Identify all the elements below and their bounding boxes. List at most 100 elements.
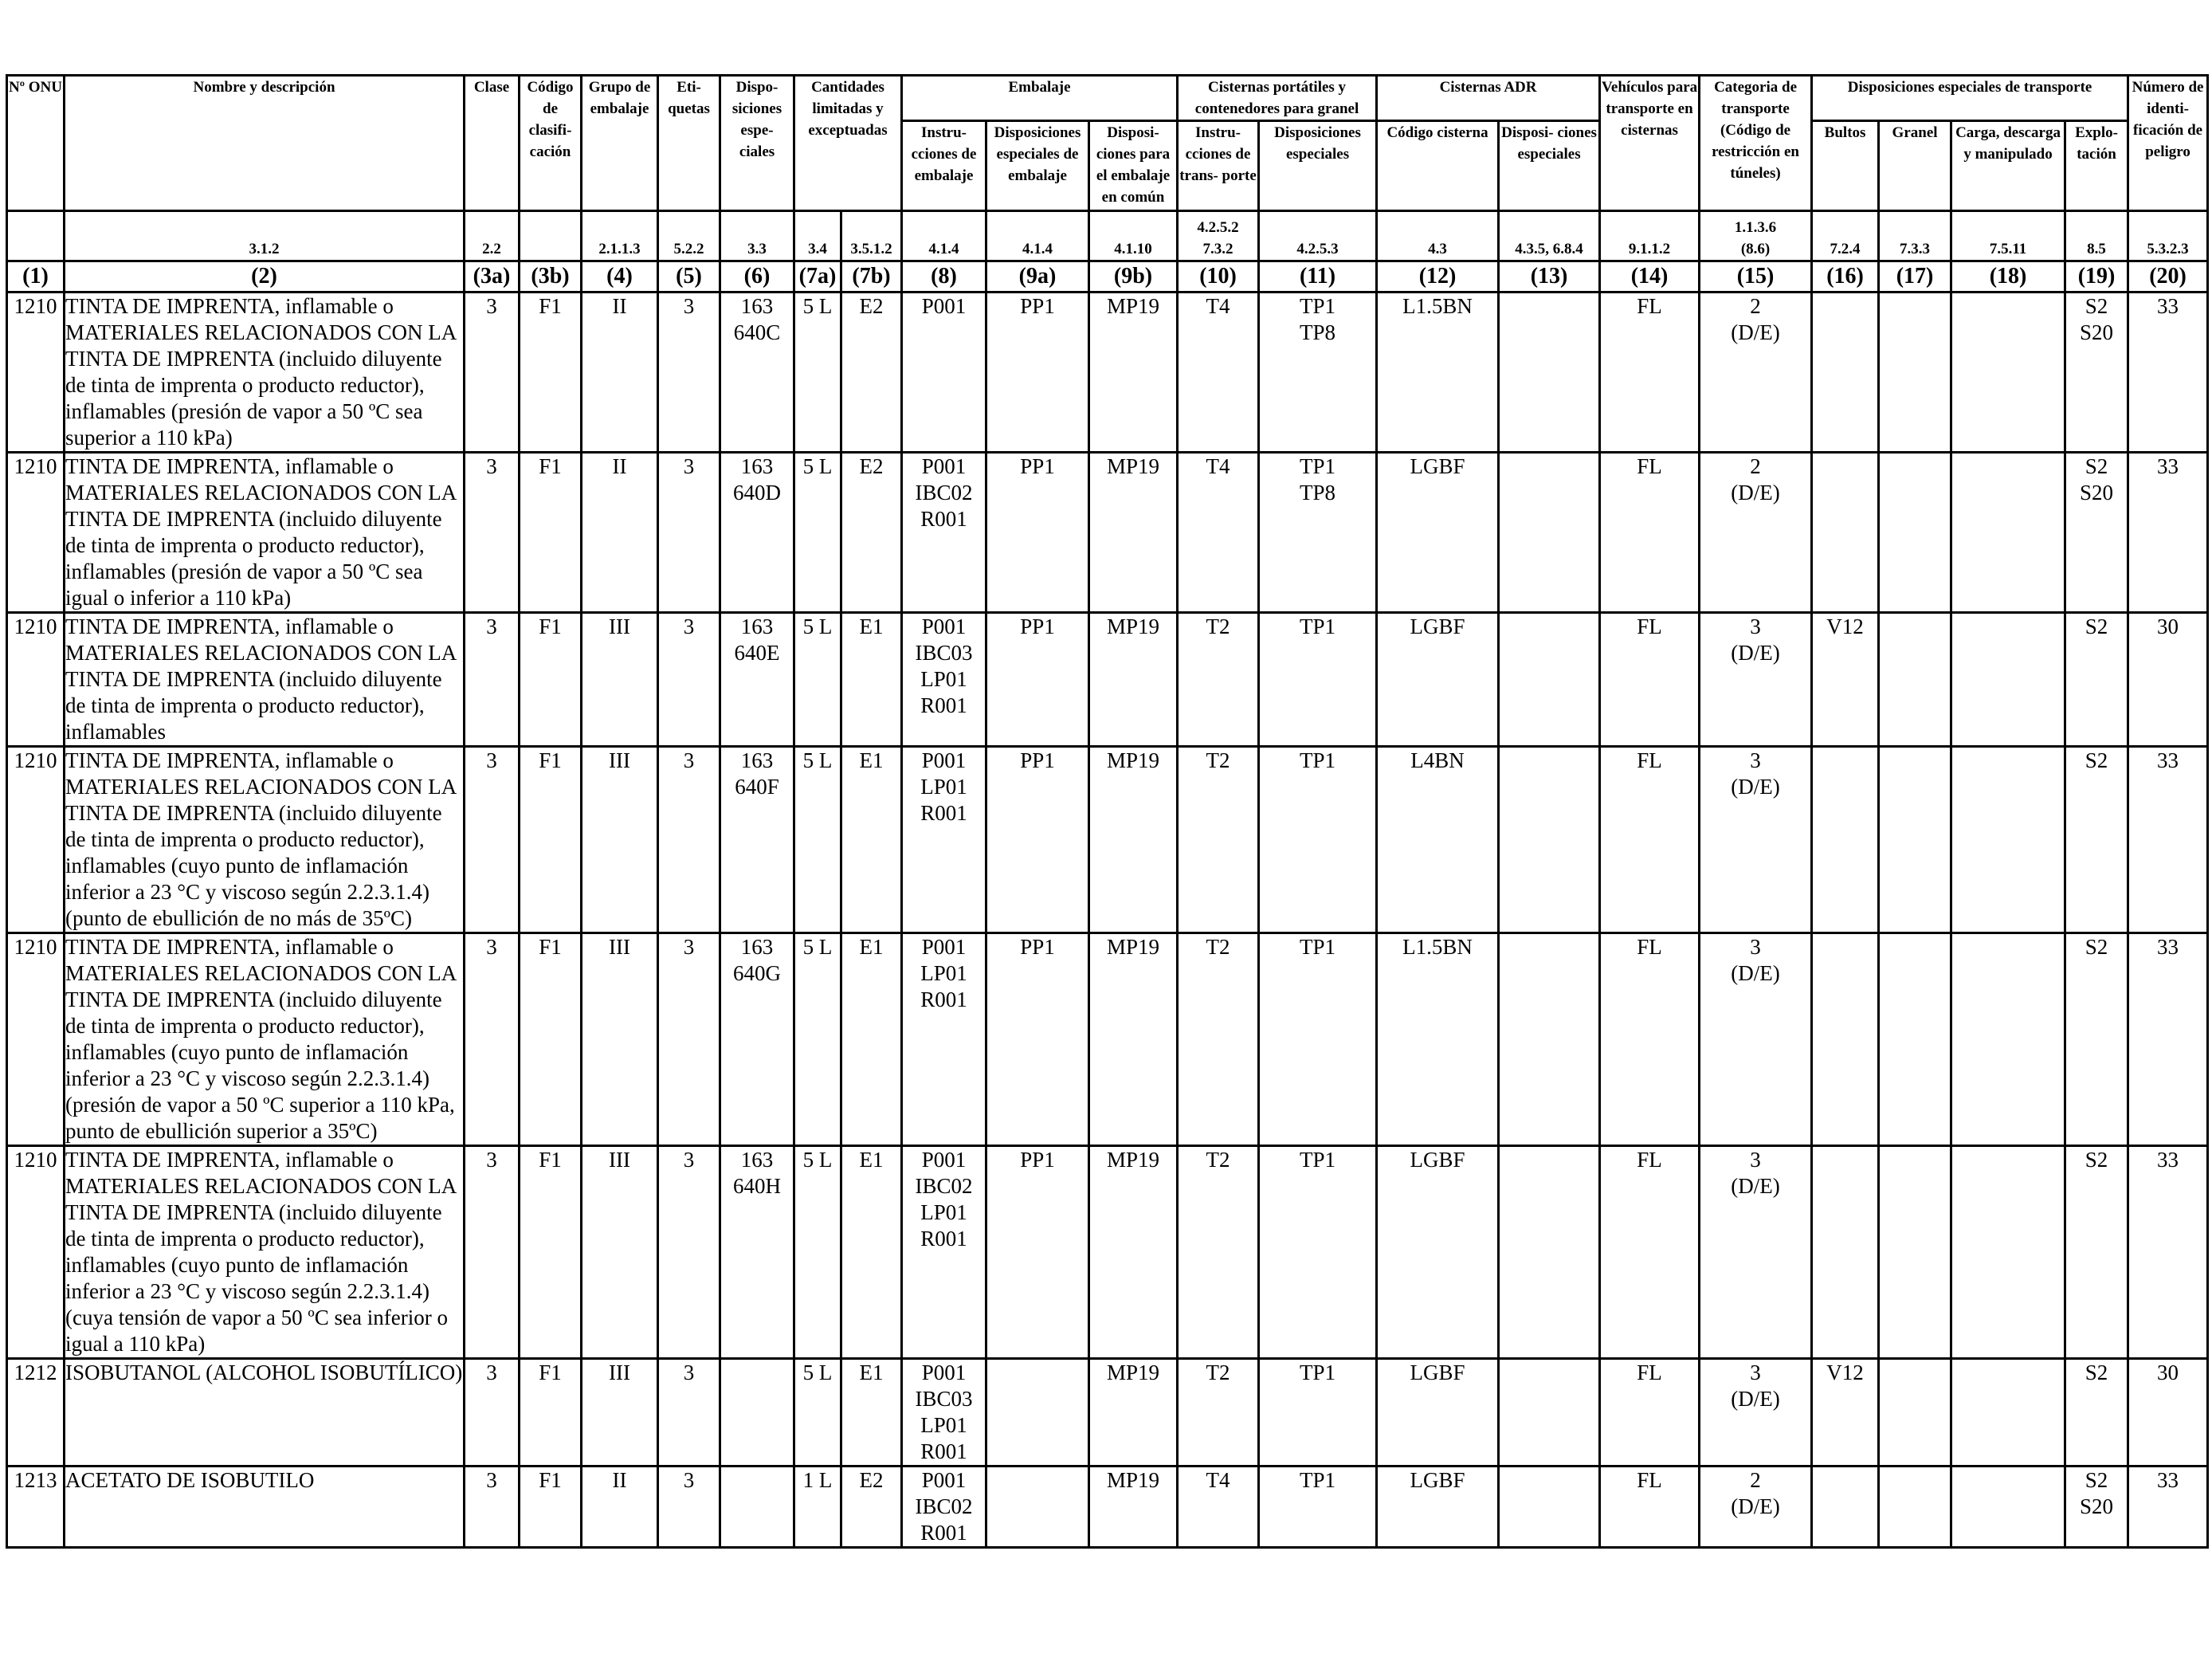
tank-code-cell: L1.5BN	[1375, 932, 1500, 1147]
special-packages-cell	[1810, 451, 1881, 614]
class-cell: 3	[463, 1465, 520, 1549]
packing-instructions-cell: P001 IBC03 LP01 R001	[900, 611, 987, 748]
mixed-packing-cell: MP19	[1087, 1145, 1179, 1360]
column-number: (9b)	[1087, 260, 1179, 293]
reference-cell	[6, 210, 65, 262]
limited-quantity-cell: 5 L	[793, 932, 841, 1147]
class-cell: 3	[463, 451, 520, 614]
reference-cell: 1.1.3.6 (8.6)	[1698, 210, 1814, 262]
reference-cell: 5.3.2.3	[2127, 210, 2210, 262]
reference-cell: 4.2.5.3	[1257, 210, 1379, 262]
special-provisions-cell: 163 640H	[719, 1145, 795, 1360]
portable-tank-instructions-cell: T4	[1176, 451, 1261, 614]
packing-group-cell: III	[580, 1145, 659, 1360]
substance-name-cell: TINTA DE IMPRENTA, inflamable o MATERIAL…	[63, 611, 465, 748]
column-number: (11)	[1257, 260, 1379, 293]
table-row: 1210 TINTA DE IMPRENTA, inflamable o MATE…	[6, 611, 2210, 748]
vehicle-cell: FL	[1598, 1357, 1701, 1467]
header-name: Nombre y descripción	[63, 74, 465, 212]
packing-special-provisions-cell: PP1	[985, 291, 1090, 454]
header-hazard-id: Número de identi- ficación de peligro	[2127, 74, 2210, 212]
header-mixed-packing: Disposi- ciones para el embalaje en comú…	[1087, 120, 1179, 212]
column-number: (18)	[1950, 260, 2067, 293]
mixed-packing-cell: MP19	[1087, 745, 1179, 934]
special-packages-cell	[1810, 932, 1881, 1147]
reference-cell: 4.1.4	[900, 210, 987, 262]
column-number: (3b)	[518, 260, 582, 293]
packing-special-provisions-cell: PP1	[985, 745, 1090, 934]
column-number: (10)	[1176, 260, 1261, 293]
tank-special-provisions-cell	[1497, 1145, 1602, 1360]
portable-tank-provisions-cell: TP1	[1257, 1145, 1379, 1360]
special-bulk-cell	[1877, 1465, 1953, 1549]
special-provisions-cell: 163 640D	[719, 451, 795, 614]
mixed-packing-cell: MP19	[1087, 291, 1179, 454]
portable-tank-provisions-cell: TP1 TP8	[1257, 451, 1379, 614]
special-packages-cell	[1810, 1465, 1881, 1549]
portable-tank-instructions-cell: T2	[1176, 745, 1261, 934]
limited-quantity-cell: 1 L	[793, 1465, 841, 1549]
labels-cell: 3	[657, 611, 721, 748]
hazard-id-cell: 33	[2127, 1465, 2210, 1549]
header-packing-special: Disposiciones especiales de embalaje	[985, 120, 1090, 212]
special-bulk-cell	[1877, 932, 1953, 1147]
portable-tank-provisions-cell: TP1 TP8	[1257, 291, 1379, 454]
excepted-quantity-cell: E1	[840, 1145, 903, 1360]
header-transport-category: Categoria de transporte (Código de restr…	[1698, 74, 1814, 212]
tank-special-provisions-cell	[1497, 451, 1602, 614]
classification-code-cell: F1	[518, 611, 582, 748]
column-number: (20)	[2127, 260, 2210, 293]
header-vehicles: Vehículos para transporte en cisternas	[1598, 74, 1701, 212]
portable-tank-instructions-cell: T2	[1176, 1145, 1261, 1360]
tank-code-cell: L4BN	[1375, 745, 1500, 934]
substance-name-cell: TINTA DE IMPRENTA, inflamable o MATERIAL…	[63, 451, 465, 614]
vehicle-cell: FL	[1598, 1145, 1701, 1360]
labels-cell: 3	[657, 1465, 721, 1549]
substance-name-cell: TINTA DE IMPRENTA, inflamable o MATERIAL…	[63, 1145, 465, 1360]
packing-instructions-cell: P001 LP01 R001	[900, 932, 987, 1147]
hazard-id-cell: 30	[2127, 1357, 2210, 1467]
tank-special-provisions-cell	[1497, 291, 1602, 454]
reference-cell: 5.2.2	[657, 210, 721, 262]
table-row: 1210 TINTA DE IMPRENTA, inflamable o MATE…	[6, 932, 2210, 1147]
substance-name-cell: TINTA DE IMPRENTA, inflamable o MATERIAL…	[63, 932, 465, 1147]
special-loading-cell	[1950, 745, 2067, 934]
reference-cell: 4.3.5, 6.8.4	[1497, 210, 1602, 262]
column-number: (9a)	[985, 260, 1090, 293]
reference-cell: 7.5.11	[1950, 210, 2067, 262]
header-packing-instructions: Instru- cciones de embalaje	[900, 120, 987, 212]
special-loading-cell	[1950, 611, 2067, 748]
reference-cell: 4.1.4	[985, 210, 1090, 262]
header-portable-instructions: Instru- cciones de trans- porte	[1176, 120, 1261, 212]
column-number: (19)	[2064, 260, 2130, 293]
reference-cell: 3.4	[793, 210, 841, 262]
portable-tank-provisions-cell: TP1	[1257, 745, 1379, 934]
packing-group-cell: II	[580, 291, 659, 454]
labels-cell: 3	[657, 932, 721, 1147]
packing-special-provisions-cell: PP1	[985, 611, 1090, 748]
column-number: (15)	[1698, 260, 1814, 293]
substance-name-cell: TINTA DE IMPRENTA, inflamable o MATERIAL…	[63, 745, 465, 934]
mixed-packing-cell: MP19	[1087, 1357, 1179, 1467]
hazard-id-cell: 33	[2127, 932, 2210, 1147]
special-operation-cell: S2	[2064, 1357, 2130, 1467]
packing-special-provisions-cell	[985, 1465, 1090, 1549]
column-number: (1)	[6, 260, 65, 293]
special-operation-cell: S2	[2064, 745, 2130, 934]
column-number: (7b)	[840, 260, 903, 293]
table-row: 1210 TINTA DE IMPRENTA, inflamable o MATE…	[6, 451, 2210, 614]
header-portable-tanks: Cisternas portátiles y contenedores para…	[1176, 74, 1379, 122]
column-number: (8)	[900, 260, 987, 293]
column-number: (13)	[1497, 260, 1602, 293]
packing-group-cell: III	[580, 932, 659, 1147]
un-number-cell: 1210	[6, 451, 65, 614]
header-portable-special: Disposiciones especiales	[1257, 120, 1379, 212]
header-packaging: Embalaje	[900, 74, 1179, 122]
class-cell: 3	[463, 1357, 520, 1467]
classification-code-cell: F1	[518, 451, 582, 614]
classification-code-cell: F1	[518, 1145, 582, 1360]
reference-cell: 7.3.3	[1877, 210, 1953, 262]
special-operation-cell: S2 S20	[2064, 451, 2130, 614]
special-packages-cell: V12	[1810, 1357, 1881, 1467]
special-packages-cell	[1810, 745, 1881, 934]
